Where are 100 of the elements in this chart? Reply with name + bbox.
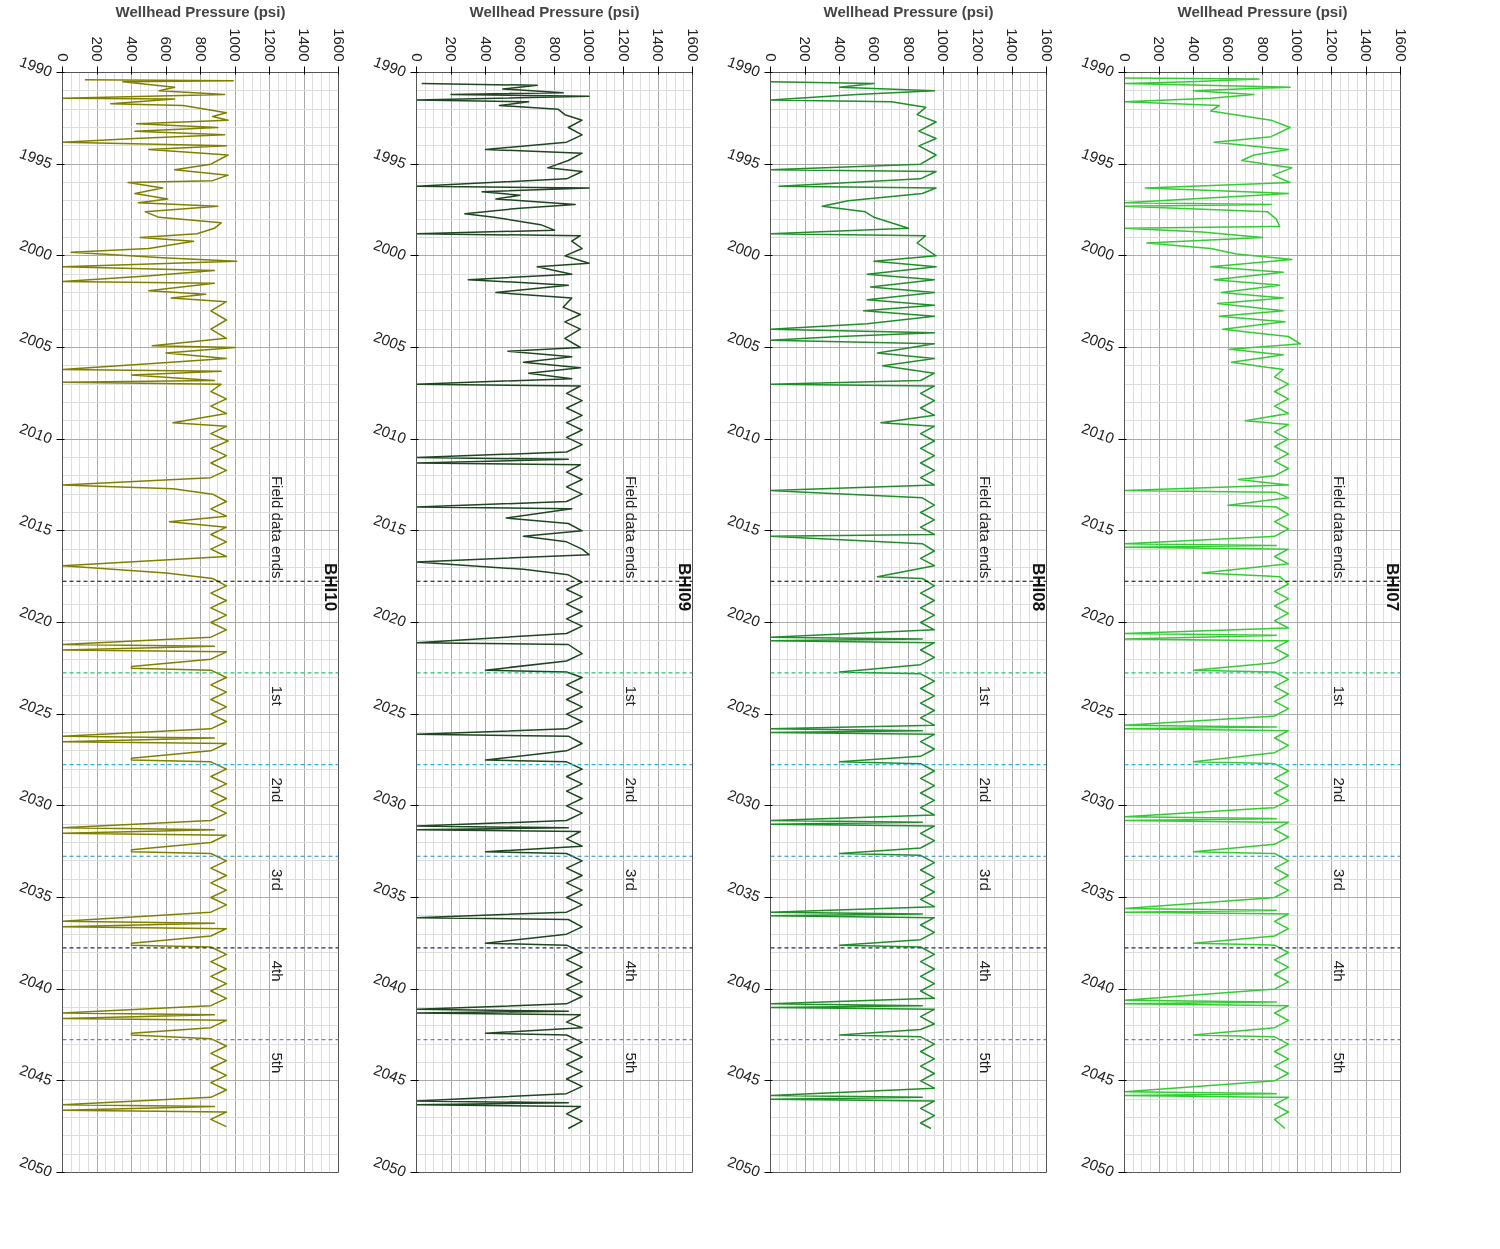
ref-line-label: 1st [269,685,287,707]
y-tick-label: 2045 [1079,1060,1117,1089]
y-tick-label: 2005 [371,327,409,356]
y-tick-label: 2005 [1079,327,1117,356]
y-tick-label: 2010 [1079,419,1117,447]
y-tick-label: 1995 [17,144,55,172]
y-tick-label: 1990 [1079,52,1117,81]
y-tick-label: 2005 [17,327,55,356]
y-tick-label: 2050 [371,1152,409,1181]
ref-line-label: 1st [623,685,641,707]
x-tick-label: 1600 [1038,28,1056,62]
x-tick-label: 0 [762,53,780,62]
ref-line-label: 1st [977,685,995,707]
ref-line-label: Field data ends [1331,475,1349,579]
x-tick-label: 1000 [1289,28,1306,62]
x-axis-title: Wellhead Pressure (psi) [115,3,286,21]
x-tick-label: 800 [546,36,564,62]
ref-line-label: 4th [1331,960,1349,982]
x-tick-label: 1400 [1004,28,1021,62]
x-tick-label: 1200 [615,28,633,62]
y-tick-label: 1990 [725,52,763,81]
x-axis-title: Wellhead Pressure (psi) [823,3,994,21]
y-tick-label: 2030 [1079,785,1117,814]
x-tick-label: 600 [512,36,529,62]
y-tick-label: 2050 [17,1152,55,1181]
y-tick-label: 2015 [725,510,763,539]
y-tick-label: 2020 [371,602,409,631]
y-tick-label: 2040 [1079,969,1117,997]
ref-line-label: 1st [1331,685,1349,707]
ref-line-label: 2nd [977,777,995,803]
y-tick-label: 2030 [371,785,409,814]
ref-line-label: 2nd [1331,777,1349,803]
x-tick-label: 400 [123,36,141,62]
x-tick-label: 1000 [935,28,952,62]
x-tick-label: 0 [1116,53,1134,62]
x-tick-label: 1000 [227,28,244,62]
x-tick-label: 400 [477,36,495,62]
x-tick-label: 200 [89,36,106,62]
ref-line-label: 3rd [623,869,641,891]
annotation: BHI09 [674,562,694,612]
y-tick-label: 2040 [17,969,55,997]
y-tick-label: 2015 [371,510,409,539]
y-tick-label: 2010 [725,419,763,447]
y-tick-label: 2025 [17,694,55,722]
y-tick-label: 1990 [371,52,409,81]
y-tick-label: 2035 [371,877,409,906]
y-tick-label: 2045 [17,1060,55,1089]
y-tick-label: 2020 [725,602,763,631]
ref-line-label: 5th [623,1052,641,1074]
y-tick-label: 2000 [371,235,409,264]
annotation: BHI10 [320,562,340,612]
x-tick-label: 1200 [261,28,279,62]
y-tick-label: 2045 [371,1060,409,1089]
x-tick-label: 1000 [581,28,598,62]
x-tick-label: 0 [408,53,426,62]
ref-line-label: 5th [977,1052,995,1074]
ref-line-label: 5th [269,1052,287,1074]
ref-line-label: 3rd [1331,869,1349,891]
y-tick-label: 2025 [1079,694,1117,722]
x-tick-label: 800 [192,36,210,62]
ref-line-label: 4th [269,960,287,982]
ref-line-label: Field data ends [977,475,995,579]
x-tick-label: 0 [54,53,72,62]
y-tick-label: 2050 [725,1152,763,1181]
y-tick-label: 2035 [725,877,763,906]
y-tick-label: 2000 [1079,235,1117,264]
ref-line-label: 3rd [977,869,995,891]
y-tick-label: 1995 [1079,144,1117,172]
y-tick-label: 2015 [1079,510,1117,539]
y-tick-label: 2035 [17,877,55,906]
x-tick-label: 1400 [1358,28,1375,62]
x-axis-title: Wellhead Pressure (psi) [469,3,640,21]
ref-line-label: Field data ends [623,475,641,579]
y-tick-label: 2000 [17,235,55,264]
x-tick-label: 1200 [969,28,987,62]
x-tick-label: 1400 [296,28,313,62]
ref-line-label: 2nd [269,777,287,803]
y-tick-label: 2030 [725,785,763,814]
y-tick-label: 1995 [371,144,409,172]
ref-line-label: 2nd [623,777,641,803]
ref-line-label: 4th [623,960,641,982]
y-tick-label: 1990 [17,52,55,81]
y-tick-label: 2010 [17,419,55,447]
y-tick-label: 2035 [1079,877,1117,906]
y-tick-label: 2040 [725,969,763,997]
x-tick-label: 600 [158,36,175,62]
y-tick-label: 2050 [1079,1152,1117,1181]
annotation: BHI07 [1382,562,1402,612]
annotation: BHI08 [1028,562,1048,612]
ref-line-label: 5th [1331,1052,1349,1074]
y-tick-label: 2025 [371,694,409,722]
y-tick-label: 2030 [17,785,55,814]
y-tick-label: 2005 [725,327,763,356]
x-tick-label: 600 [866,36,883,62]
x-tick-label: 600 [1220,36,1237,62]
ref-line-label: 4th [977,960,995,982]
x-tick-label: 400 [831,36,849,62]
x-tick-label: 200 [1151,36,1168,62]
x-axis-title: Wellhead Pressure (psi) [1177,3,1348,21]
y-tick-label: 2000 [725,235,763,264]
